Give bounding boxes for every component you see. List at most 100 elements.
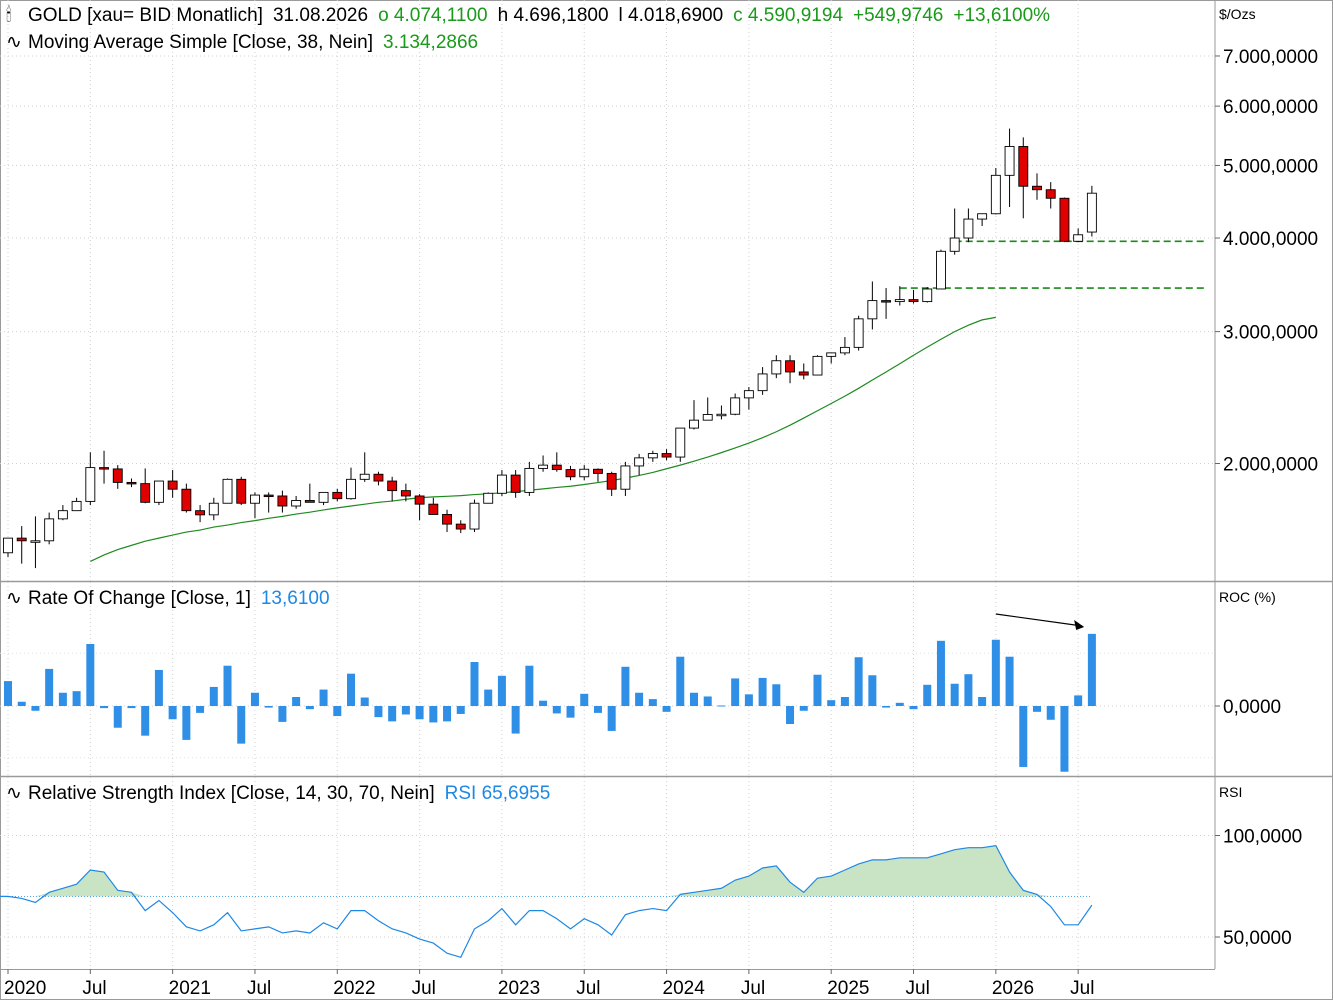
candle-down — [908, 299, 919, 303]
candle-down — [593, 468, 603, 474]
candle-up — [689, 419, 699, 429]
candle-up — [1073, 234, 1084, 242]
roc-bar — [223, 665, 232, 706]
roc-bar — [840, 696, 849, 706]
roc-bar — [991, 639, 1000, 706]
candle-up — [208, 502, 219, 516]
price-tick-label: 7.000,0000 — [1223, 47, 1318, 68]
roc-bar — [58, 692, 67, 706]
candle-up — [867, 300, 878, 320]
candle-down — [140, 483, 151, 503]
roc-bar — [648, 699, 657, 706]
roc-bar — [1046, 706, 1055, 720]
candle-down — [565, 469, 576, 478]
candle-down — [510, 474, 521, 493]
candle-up — [771, 360, 782, 375]
roc-bar — [936, 640, 945, 706]
roc-bar — [484, 689, 493, 706]
candle-up — [85, 467, 96, 502]
time-tick-label: 2026 — [992, 978, 1034, 999]
time-tick-label: 2025 — [827, 978, 869, 999]
roc-bar — [580, 693, 589, 706]
roc-bar — [511, 706, 520, 734]
roc-bar — [1005, 656, 1014, 706]
candle-up — [922, 288, 933, 303]
candle-down — [606, 472, 617, 490]
roc-bar — [1033, 706, 1041, 712]
roc-bar — [429, 706, 438, 723]
candle-up — [250, 494, 260, 504]
roc-bar — [72, 691, 81, 706]
candle-up — [44, 518, 55, 542]
roc-bar — [662, 706, 671, 712]
wave-icon: ∿ — [6, 588, 22, 609]
roc-bar — [388, 706, 397, 722]
candle-up — [812, 355, 823, 376]
candle-up — [990, 174, 1001, 215]
roc-bar — [278, 706, 287, 722]
roc-bar — [758, 677, 767, 706]
roc-bar — [1019, 706, 1028, 767]
roc-bar — [607, 706, 616, 731]
candle-up — [634, 457, 645, 467]
candle-down — [263, 494, 274, 498]
roc-label: Rate Of Change [Close, 1] — [28, 588, 251, 609]
rsi-tick-label: 50,0000 — [1223, 928, 1292, 949]
time-tick-label: 2021 — [169, 978, 211, 999]
candle-down — [181, 488, 192, 512]
candle-up — [839, 346, 850, 354]
time-tick-label: 2020 — [4, 978, 46, 999]
candle-down — [455, 523, 466, 530]
time-tick-label: 2022 — [333, 978, 375, 999]
candle-up — [949, 237, 960, 252]
roc-bar — [182, 706, 191, 740]
roc-bar — [539, 700, 548, 706]
roc-bar — [690, 692, 698, 706]
moving-average-line — [90, 316, 996, 562]
date-label: 31.08.2026 — [272, 5, 369, 26]
price-header: 🕯︎ GOLD [xau= BID Monatlich] 31.08.2026 o 4… — [6, 5, 1060, 27]
candle-up — [936, 250, 946, 290]
roc-bar — [813, 674, 822, 706]
candle-up — [977, 213, 988, 220]
roc-bar — [209, 686, 218, 706]
roc-bar — [1060, 706, 1069, 772]
change-value: +549,9746 — [853, 5, 944, 26]
candle-up — [757, 373, 768, 392]
candle-up — [1086, 192, 1097, 233]
price-tick-label: 2.000,0000 — [1223, 455, 1318, 476]
roc-bar — [86, 643, 95, 706]
roc-bar — [676, 656, 685, 706]
roc-bar — [17, 701, 26, 706]
candle-up — [1004, 146, 1015, 176]
candle-up — [318, 491, 329, 503]
rsi-unit-label: RSI — [1219, 784, 1243, 800]
candle-down — [387, 480, 398, 492]
roc-bar — [141, 706, 150, 736]
price-tick-label: 4.000,0000 — [1223, 229, 1318, 250]
candle-up — [853, 318, 864, 348]
candle-up — [579, 468, 590, 478]
candle-down — [428, 503, 439, 515]
roc-bar — [497, 675, 506, 706]
wave-icon: ∿ — [6, 783, 22, 804]
roc-bar — [964, 674, 973, 706]
candle-up — [291, 500, 302, 507]
candle-down — [400, 490, 411, 497]
candle-down — [112, 468, 123, 483]
time-tick-label: Jul — [576, 978, 600, 999]
candle-up — [620, 465, 631, 490]
roc-bar — [786, 706, 795, 725]
candle-up — [346, 478, 356, 500]
rsi-header: ∿ Relative Strength Index [Close, 14, 30,… — [6, 782, 560, 805]
roc-bar — [854, 657, 863, 706]
roc-bar — [744, 694, 753, 706]
roc-bar — [470, 662, 479, 706]
time-tick-label: 2024 — [663, 978, 706, 999]
candle-up — [826, 352, 837, 357]
candle-up — [538, 464, 549, 469]
roc-bar — [250, 692, 259, 706]
candle-down — [16, 537, 27, 542]
rsi-value: RSI 65,6955 — [444, 783, 551, 804]
